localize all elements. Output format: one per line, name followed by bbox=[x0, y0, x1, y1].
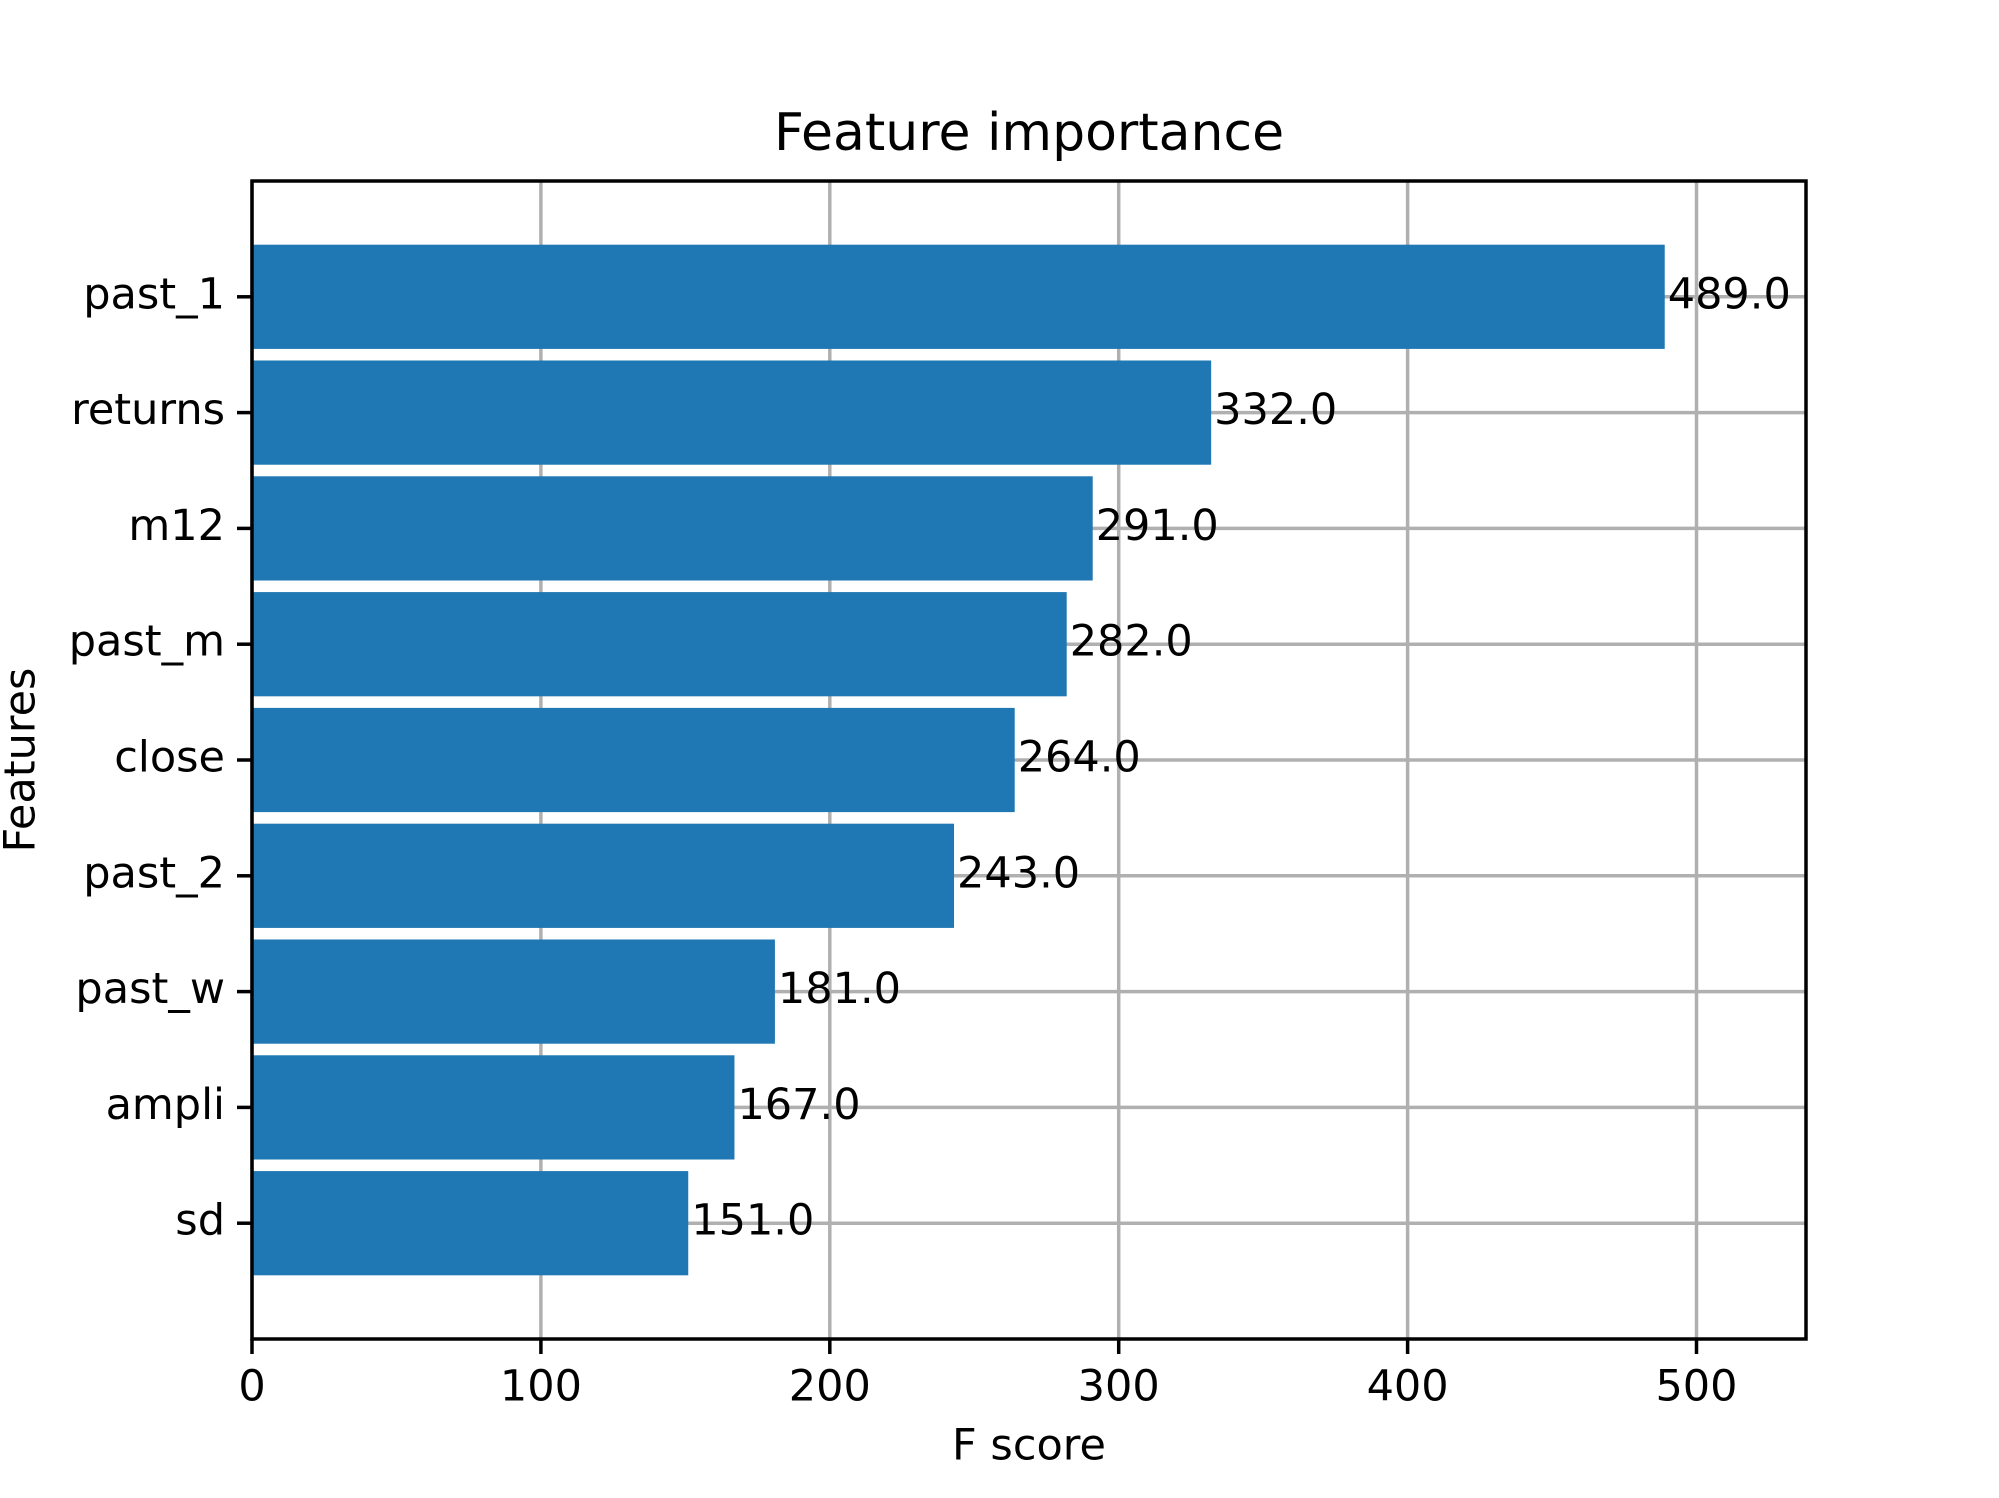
y-tick-label: returns bbox=[71, 385, 225, 435]
value-label: 291.0 bbox=[1096, 501, 1219, 551]
value-label: 332.0 bbox=[1214, 385, 1337, 435]
value-label: 151.0 bbox=[691, 1196, 814, 1246]
value-label: 489.0 bbox=[1668, 269, 1791, 319]
labels: 0 100 200 300 400 500 past_1 489.0 returns 332.0 m… bbox=[69, 179, 1808, 1412]
x-tick-label: 400 bbox=[1367, 1362, 1449, 1412]
bars bbox=[252, 244, 1665, 1276]
value-label: 181.0 bbox=[778, 964, 901, 1014]
plot-frame bbox=[250, 179, 1808, 1341]
y-tick-label: m12 bbox=[128, 501, 225, 551]
y-tick-label: past_w bbox=[75, 964, 225, 1014]
y-tick-label: close bbox=[114, 733, 225, 783]
chart-title: Feature importance bbox=[774, 103, 1284, 163]
x-tick-label: 100 bbox=[500, 1362, 582, 1412]
y-tick-label: past_m bbox=[69, 617, 225, 667]
x-tick-label: 500 bbox=[1655, 1362, 1737, 1412]
y-tick-label: past_2 bbox=[83, 848, 225, 898]
x-tick-label: 200 bbox=[789, 1362, 871, 1412]
bar bbox=[252, 939, 775, 1044]
y-tick-label: sd bbox=[175, 1196, 225, 1246]
bar bbox=[252, 1055, 735, 1160]
x-tick-label: 0 bbox=[238, 1362, 265, 1412]
value-label: 282.0 bbox=[1070, 617, 1193, 667]
bar bbox=[252, 707, 1015, 813]
bar bbox=[252, 244, 1665, 349]
y-axis-label: Features bbox=[0, 668, 46, 853]
bar bbox=[252, 1171, 689, 1276]
value-label: 243.0 bbox=[957, 848, 1080, 898]
y-tick-label: past_1 bbox=[83, 269, 225, 319]
value-label: 167.0 bbox=[737, 1080, 860, 1130]
bar bbox=[252, 823, 955, 928]
bar bbox=[252, 360, 1212, 465]
bar bbox=[252, 476, 1093, 581]
x-tick-label: 300 bbox=[1078, 1362, 1160, 1412]
value-label: 264.0 bbox=[1018, 733, 1141, 783]
y-tick-label: ampli bbox=[106, 1080, 225, 1130]
x-axis-label: F score bbox=[952, 1421, 1106, 1471]
bar bbox=[252, 592, 1067, 697]
